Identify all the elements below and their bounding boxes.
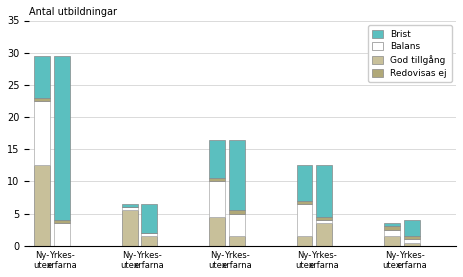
Bar [122,211,138,246]
Bar [384,230,400,236]
Bar [122,204,138,207]
Bar [384,236,400,246]
Bar [316,220,332,223]
Bar [209,140,225,178]
Bar [34,165,50,246]
Bar [34,101,50,165]
Bar [384,227,400,230]
Bar [54,56,69,220]
Bar [34,98,50,101]
Bar [316,165,332,217]
Bar [141,233,157,236]
Bar [209,217,225,246]
Bar [141,236,157,246]
Bar [229,140,244,211]
Legend: Brist, Balans, God tillgång, Redovisas ej: Brist, Balans, God tillgång, Redovisas e… [368,25,451,82]
Bar [209,178,225,181]
Bar [316,217,332,220]
Bar [54,223,69,246]
Bar [297,165,313,201]
Bar [297,201,313,204]
Bar [384,223,400,227]
Bar [404,220,419,236]
Text: Antal utbildningar: Antal utbildningar [29,7,117,17]
Bar [404,236,419,239]
Bar [297,236,313,246]
Bar [122,207,138,211]
Bar [34,56,50,98]
Bar [297,204,313,236]
Bar [141,204,157,233]
Bar [404,243,419,246]
Bar [229,211,244,214]
Bar [229,214,244,236]
Bar [404,239,419,243]
Bar [316,223,332,246]
Bar [229,236,244,246]
Bar [54,220,69,223]
Bar [209,181,225,217]
